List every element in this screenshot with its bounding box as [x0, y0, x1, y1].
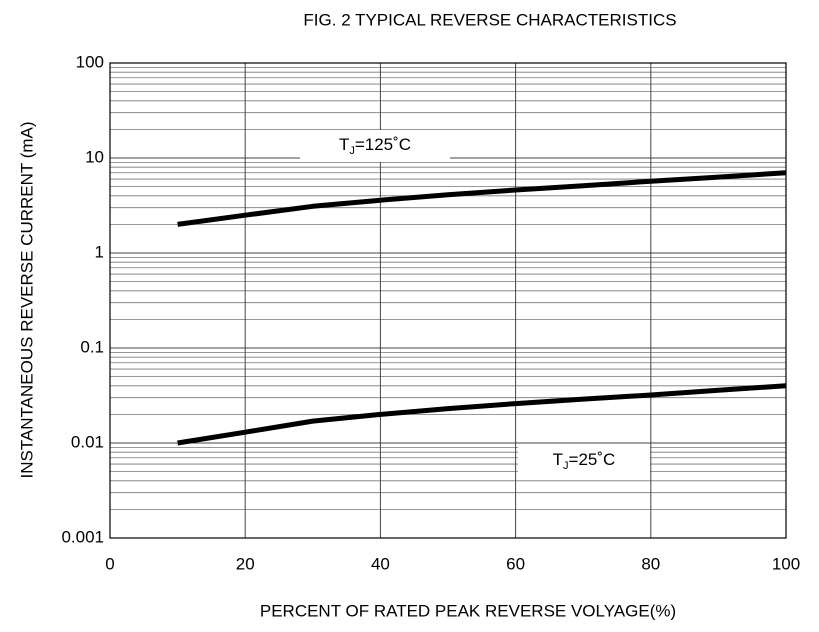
- chart-title: FIG. 2 TYPICAL REVERSE CHARACTERISTICS: [303, 10, 676, 29]
- x-axis-label: PERCENT OF RATED PEAK REVERSE VOLYAGE(%): [260, 601, 676, 620]
- label-box: [518, 445, 650, 477]
- y-tick-label: 10: [85, 147, 104, 166]
- y-axis-label: INSTANTANEOUS REVERSE CURRENT (mA): [17, 121, 36, 478]
- label-box: [300, 130, 450, 162]
- series-label: TJ=125˚C: [339, 135, 411, 156]
- label-subscript: J: [349, 145, 355, 157]
- x-tick-label: 100: [772, 554, 800, 573]
- x-tick-label: 40: [371, 554, 390, 573]
- series-label: TJ=25˚C: [553, 450, 616, 471]
- series-line: [177, 383, 787, 446]
- x-tick-label: 80: [641, 554, 660, 573]
- y-tick-label: 0.1: [80, 337, 104, 356]
- x-tick-label: 20: [236, 554, 255, 573]
- y-tick-label: 100: [76, 52, 104, 71]
- y-tick-label: 0.01: [71, 432, 104, 451]
- label-part: T: [553, 450, 563, 469]
- label-part: =25˚C: [569, 450, 616, 469]
- label-part: =125˚C: [355, 135, 411, 154]
- label-subscript: J: [563, 460, 569, 472]
- series-line: [177, 170, 787, 227]
- y-tick-label: 0.001: [61, 527, 104, 546]
- x-tick-label: 0: [105, 554, 114, 573]
- plot-frame: [109, 62, 787, 539]
- y-tick-label: 1: [95, 242, 104, 261]
- x-tick-label: 60: [506, 554, 525, 573]
- label-part: T: [339, 135, 349, 154]
